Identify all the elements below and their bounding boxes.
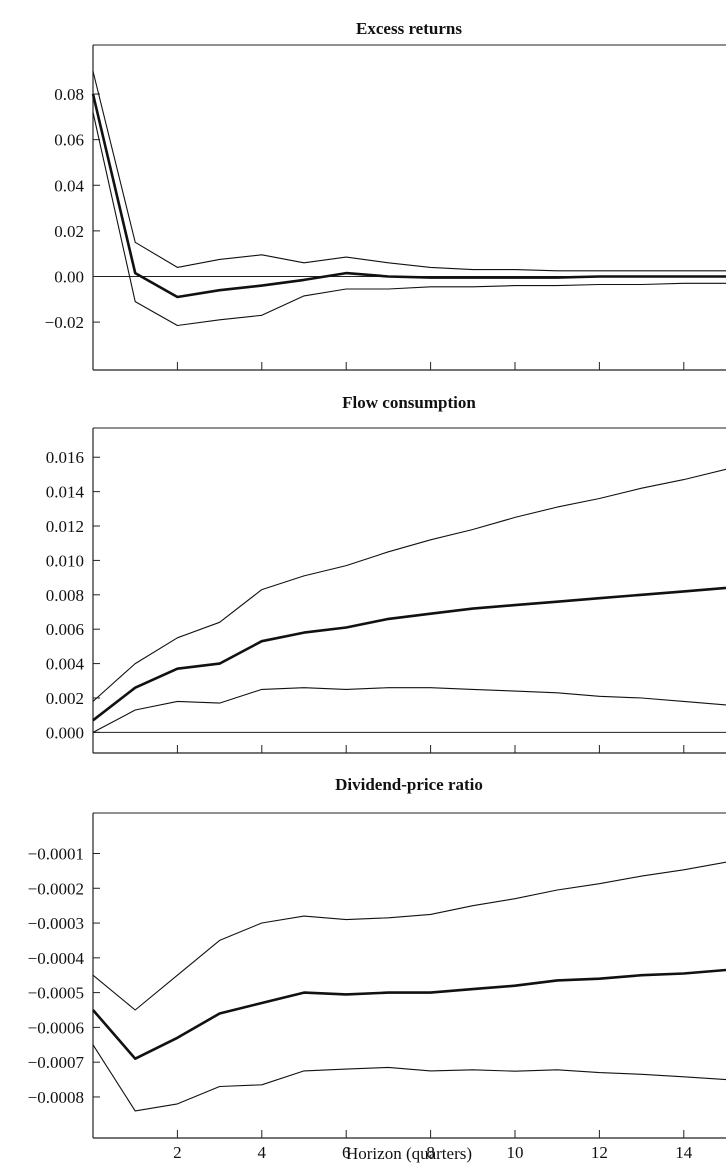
y-tick-label: 0.06: [54, 131, 84, 150]
x-tick-label: 8: [426, 1143, 435, 1162]
y-tick-label: 0.008: [46, 586, 84, 605]
y-tick-label: 0.010: [46, 551, 84, 570]
chart-title: Dividend-price ratio: [335, 775, 483, 794]
y-tick-label: −0.0008: [28, 1088, 84, 1107]
lower-band-line: [92, 1044, 726, 1112]
chart-title: Flow consumption: [342, 393, 476, 412]
lower-band-line: [92, 112, 726, 327]
x-tick-label: 4: [258, 1143, 267, 1162]
y-tick-label: −0.0003: [28, 914, 84, 933]
x-tick-label: 12: [591, 1143, 608, 1162]
x-tick-label: 10: [507, 1143, 524, 1162]
y-tick-label: 0.04: [54, 176, 84, 195]
y-tick-label: −0.0007: [28, 1053, 85, 1072]
y-tick-label: −0.0002: [28, 879, 84, 898]
upper-band-line: [92, 468, 726, 702]
upper-band-line: [92, 861, 726, 1011]
y-tick-label: 0.016: [46, 448, 84, 467]
y-tick-label: −0.02: [45, 313, 84, 332]
x-axis-label: Horizon (quarters): [346, 1144, 472, 1163]
y-tick-label: −0.0004: [28, 949, 85, 968]
y-tick-label: 0.006: [46, 620, 84, 639]
y-tick-label: −0.0001: [28, 844, 84, 863]
chart-title: Excess returns: [356, 19, 462, 38]
x-tick-label: 14: [675, 1143, 693, 1162]
y-tick-label: 0.00: [54, 267, 84, 286]
flow-consumption-panel: Flow consumption 0.000 0.002 0.004 0.006 0.00…: [46, 393, 726, 754]
y-tick-label: 0.014: [46, 483, 85, 502]
y-tick-label: 0.08: [54, 85, 84, 104]
excess-returns-panel: Excess returns −0.02 0.00 0.02 0.04 0.06 0.08: [45, 19, 726, 371]
y-tick-label: 0.002: [46, 689, 84, 708]
estimate-line: [92, 586, 726, 722]
x-tick-label: 6: [342, 1143, 351, 1162]
estimate-line: [91, 93, 726, 299]
estimate-line: [92, 968, 726, 1060]
y-tick-label: 0.02: [54, 222, 84, 241]
y-tick-label: −0.0006: [28, 1018, 84, 1037]
lower-band-line: [92, 687, 726, 733]
upper-band-line: [92, 71, 726, 272]
dividend-price-ratio-panel: Dividend-price ratio −0.0008 −0.0007 −0.000…: [28, 775, 726, 1163]
y-tick-label: 0.000: [46, 723, 84, 742]
y-tick-label: −0.0005: [28, 984, 84, 1003]
x-tick-label: 2: [173, 1143, 182, 1162]
y-tick-label: 0.004: [46, 655, 85, 674]
y-tick-label: 0.012: [46, 517, 84, 536]
